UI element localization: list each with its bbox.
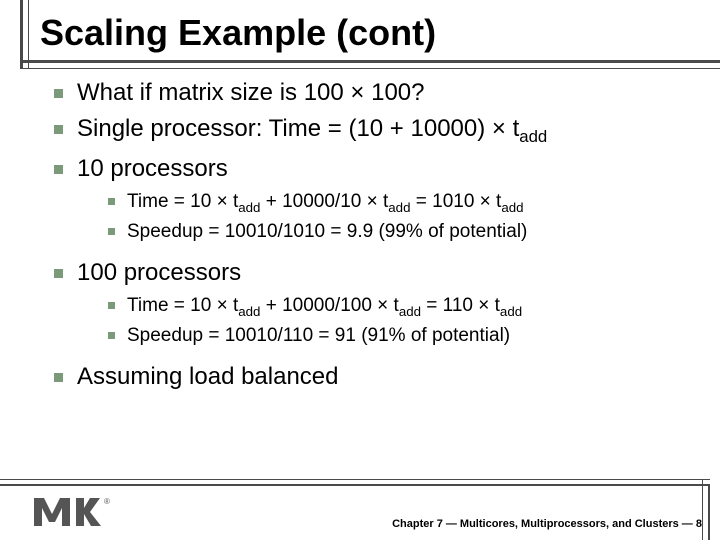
bullet-marker-icon [54,269,63,278]
bullet-level-1: Single processor: Time = (10 + 10000) × … [54,114,690,148]
bullet-text: Time = 10 × tadd + 10000/10 × tadd = 101… [127,190,524,216]
footer-rule-thick [0,484,710,486]
bullet-marker-icon [108,302,115,309]
bullet-marker-icon [54,373,63,382]
bullet-text: 100 processors [77,258,241,288]
bullet-text: Speedup = 10010/110 = 91 (91% of potenti… [127,324,510,348]
bullet-level-2-group: Time = 10 × tadd + 10000/100 × tadd = 11… [108,294,690,348]
bullet-text: Assuming load balanced [77,362,339,392]
bullet-text: What if matrix size is 100 × 100? [77,78,424,108]
bullet-level-1: Assuming load balanced [54,362,690,392]
bullet-level-2: Speedup = 10010/110 = 91 (91% of potenti… [108,324,690,348]
title-area: Scaling Example (cont) [0,0,720,54]
slide: Scaling Example (cont) What if matrix si… [0,0,720,540]
title-rule-thick [20,60,720,63]
bullet-marker-icon [108,332,115,339]
bullet-marker-icon [108,198,115,205]
footer-rule-vert-thick [708,484,710,540]
bullet-level-1: 10 processors [54,154,690,184]
bullet-text: 10 processors [77,154,228,184]
bullet-marker-icon [54,165,63,174]
bullet-level-2: Speedup = 10010/1010 = 9.9 (99% of poten… [108,220,690,244]
footer-rule-vert-thin [702,480,703,540]
slide-content: What if matrix size is 100 × 100? Single … [0,54,720,392]
footer-rule-thin [0,479,710,480]
bullet-level-1: 100 processors [54,258,690,288]
slide-footer: Chapter 7 — Multicores, Multiprocessors,… [392,518,702,530]
bullet-text: Single processor: Time = (10 + 10000) × … [77,114,547,148]
bullet-level-2: Time = 10 × tadd + 10000/10 × tadd = 101… [108,190,690,216]
bullet-marker-icon [108,228,115,235]
bullet-level-2-group: Time = 10 × tadd + 10000/10 × tadd = 101… [108,190,690,244]
bullet-level-1: What if matrix size is 100 × 100? [54,78,690,108]
bullet-marker-icon [54,125,63,134]
bullet-level-2: Time = 10 × tadd + 10000/100 × tadd = 11… [108,294,690,320]
title-rule-vert-thin [28,0,29,68]
bullet-text: Speedup = 10010/1010 = 9.9 (99% of poten… [127,220,527,244]
publisher-logo: ® [30,492,120,532]
slide-title: Scaling Example (cont) [40,12,720,54]
title-rule-vert-thick [20,0,23,68]
svg-text:®: ® [104,497,110,506]
bullet-marker-icon [54,89,63,98]
bullet-text: Time = 10 × tadd + 10000/100 × tadd = 11… [127,294,522,320]
title-rule-thin [20,68,720,69]
